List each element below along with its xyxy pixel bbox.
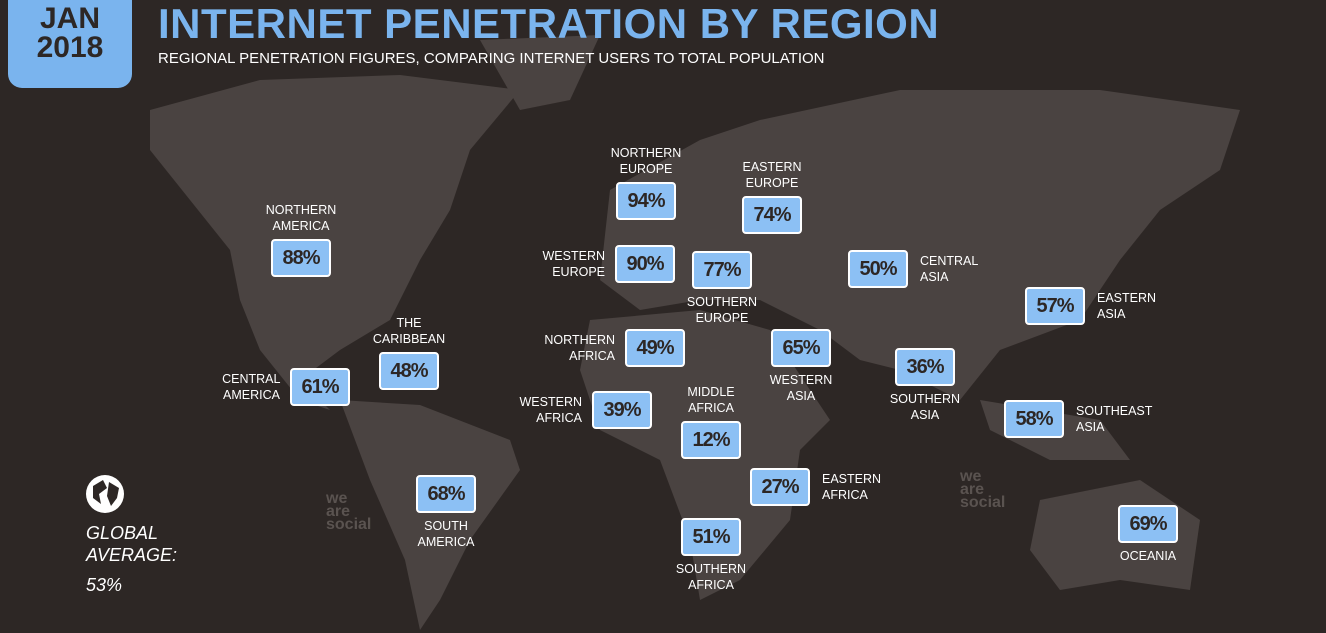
region-value: 74% — [742, 196, 802, 234]
region-name: SOUTH AMERICA — [417, 519, 475, 549]
region-name: NORTHERN AFRICA — [544, 333, 615, 363]
badge-month: JAN — [39, 2, 100, 35]
region-name: EASTERN EUROPE — [742, 160, 802, 190]
region-value: 12% — [681, 421, 741, 459]
region-value: 57% — [1025, 287, 1085, 325]
region-name: WESTERN ASIA — [769, 373, 833, 403]
badge-year: 2018 — [36, 31, 104, 64]
region-value: 39% — [592, 391, 652, 429]
region-name: WESTERN EUROPE — [542, 249, 606, 279]
region-value: 69% — [1118, 505, 1178, 543]
region-name: SOUTHERN AFRICA — [675, 562, 747, 592]
region-value: 88% — [271, 239, 331, 277]
region-value: 51% — [681, 518, 741, 556]
region-name: SOUTHERN ASIA — [889, 392, 961, 422]
region-name: EASTERN ASIA — [1097, 291, 1157, 321]
region-name: NORTHERN EUROPE — [610, 146, 682, 176]
region-value: 27% — [750, 468, 810, 506]
subtitle: REGIONAL PENETRATION FIGURES, COMPARING … — [158, 50, 825, 67]
region-name: EASTERN AFRICA — [822, 472, 882, 502]
region-name: WESTERN AFRICA — [519, 395, 583, 425]
region-value: 49% — [625, 329, 685, 367]
region-value: 61% — [290, 368, 350, 406]
region-name: THE CARIBBEAN — [372, 316, 446, 346]
region-value: 58% — [1004, 400, 1064, 438]
global-average-value: 53% — [86, 575, 123, 595]
region-name: CENTRAL AMERICA — [222, 372, 281, 402]
region-value: 48% — [379, 352, 439, 390]
region-value: 90% — [615, 245, 675, 283]
region-name: CENTRAL ASIA — [920, 254, 978, 284]
region-value: 68% — [416, 475, 476, 513]
region-value: 94% — [616, 182, 676, 220]
region-value: 77% — [692, 251, 752, 289]
region-value: 50% — [848, 250, 908, 288]
region-name: NORTHERN AMERICA — [265, 203, 337, 233]
region-name: SOUTHERN EUROPE — [686, 295, 758, 325]
region-name: OCEANIA — [1119, 549, 1177, 563]
title: INTERNET PENETRATION BY REGION — [158, 0, 940, 47]
globe-icon — [86, 475, 124, 513]
region-value: 36% — [895, 348, 955, 386]
region-name: SOUTHEAST ASIA — [1076, 404, 1153, 434]
global-average-label: GLOBAL AVERAGE: — [86, 523, 178, 565]
region-value: 65% — [771, 329, 831, 367]
watermark: we are social — [960, 468, 1006, 511]
region-name: MIDDLE AFRICA — [687, 385, 735, 415]
date-badge: JAN 2018 — [8, 0, 132, 88]
watermark: we are social — [326, 490, 372, 533]
